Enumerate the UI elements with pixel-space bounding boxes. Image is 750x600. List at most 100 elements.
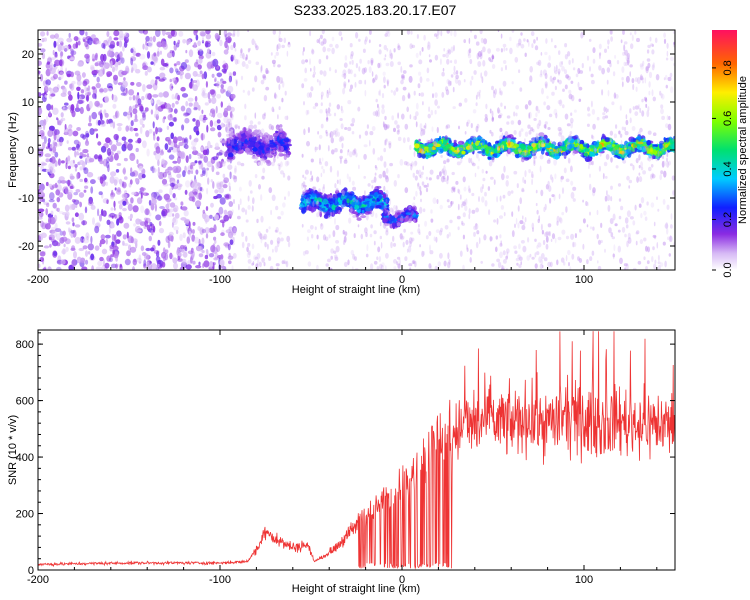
heat-blob — [86, 94, 90, 102]
heat-haze — [237, 215, 241, 220]
heat-blob — [150, 109, 154, 115]
heat-blob — [197, 40, 202, 47]
heat-blob — [190, 255, 193, 264]
heat-blob — [90, 66, 95, 71]
heat-blob — [175, 229, 179, 235]
heat-haze — [404, 123, 409, 130]
heat-blob — [103, 143, 109, 149]
heat-blob — [189, 81, 193, 89]
heat-blob — [161, 178, 168, 185]
heat-blob — [194, 191, 197, 197]
heat-blob — [222, 180, 228, 184]
heat-blob — [43, 136, 47, 144]
heat-blob — [50, 156, 56, 164]
heat-haze — [352, 186, 357, 191]
heat-haze — [240, 162, 245, 167]
heat-haze — [403, 228, 406, 233]
heat-haze — [254, 174, 258, 179]
heat-haze — [342, 87, 346, 95]
heat-blob — [127, 138, 133, 143]
heat-blob — [107, 87, 113, 92]
heat-blob — [78, 247, 85, 252]
heat-haze — [247, 266, 251, 270]
heat-blob — [84, 130, 90, 139]
heat-blob — [81, 266, 88, 270]
heat-blob — [46, 31, 49, 36]
heat-blob — [76, 103, 79, 111]
heat-haze — [280, 146, 284, 151]
heat-haze — [396, 256, 401, 260]
heat-blob — [180, 217, 187, 221]
heat-blob — [405, 212, 412, 216]
heat-blob — [75, 203, 78, 208]
heat-blob — [99, 256, 104, 262]
heat-blob — [58, 176, 65, 182]
heat-haze — [228, 182, 231, 188]
heat-blob — [123, 111, 128, 117]
heat-blob — [52, 107, 59, 116]
heat-blob — [117, 126, 122, 132]
heat-blob — [150, 247, 155, 252]
heat-haze — [287, 190, 290, 197]
heat-haze — [228, 121, 231, 128]
heat-blob — [82, 39, 86, 42]
heat-haze — [231, 126, 234, 132]
heat-blob — [177, 156, 181, 164]
heat-blob — [87, 251, 91, 255]
heat-haze — [260, 194, 263, 201]
heat-blob — [267, 154, 272, 158]
heat-blob — [57, 179, 62, 184]
heat-blob — [130, 197, 134, 204]
heat-blob — [71, 245, 76, 251]
heat-blob — [170, 30, 175, 37]
heat-blob — [214, 189, 219, 194]
heat-blob — [191, 80, 194, 84]
heat-blob — [229, 239, 234, 246]
heat-blob — [145, 130, 150, 138]
heat-blob — [159, 206, 165, 209]
heat-blob — [79, 30, 85, 36]
heat-blob — [50, 93, 56, 97]
heat-blob — [195, 169, 199, 175]
heat-blob — [49, 166, 54, 175]
heat-haze — [277, 216, 282, 220]
heat-blob — [140, 192, 143, 200]
heat-haze — [388, 53, 393, 59]
heat-haze — [328, 91, 332, 95]
heat-blob — [177, 39, 181, 45]
heat-haze — [370, 57, 374, 64]
heat-blob — [187, 39, 191, 44]
heat-blob — [109, 44, 115, 49]
heat-blob — [86, 153, 89, 158]
heat-haze — [364, 130, 369, 136]
heat-haze — [273, 157, 276, 163]
heat-blob — [196, 73, 203, 77]
heat-blob — [97, 208, 100, 217]
heat-blob — [106, 119, 109, 125]
heat-blob — [38, 208, 45, 213]
heat-blob — [180, 201, 184, 206]
heat-blob — [172, 117, 177, 122]
heat-haze — [383, 76, 386, 84]
heat-blob — [74, 166, 78, 172]
heat-blob — [228, 138, 231, 144]
heat-haze — [233, 199, 235, 204]
heat-haze — [354, 81, 357, 88]
heat-haze — [263, 262, 266, 267]
heat-blob — [153, 113, 157, 118]
heat-haze — [239, 198, 242, 206]
heat-haze — [309, 30, 312, 37]
heat-blob — [201, 73, 205, 80]
heat-blob — [128, 105, 132, 114]
heat-blob — [44, 153, 51, 158]
heat-blob — [217, 112, 223, 119]
heat-blob — [109, 244, 115, 249]
heat-haze — [402, 241, 405, 248]
heat-haze — [396, 261, 398, 266]
heat-blob — [157, 166, 160, 174]
heat-haze — [303, 128, 306, 136]
heat-haze — [286, 235, 291, 243]
heat-blob — [123, 243, 129, 247]
heat-haze — [352, 198, 356, 202]
heat-haze — [397, 45, 401, 51]
